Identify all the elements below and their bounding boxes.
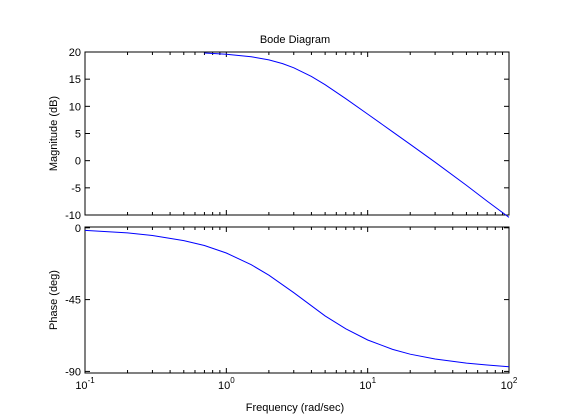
magnitude-panel: 20 15 10 5 0 -5 -10 Magnitude (dB) <box>48 47 510 222</box>
phase-axes-box <box>84 226 510 374</box>
magnitude-ytick-label: 5 <box>75 129 81 141</box>
x-axis-label: Frequency (rad/sec) <box>246 402 344 414</box>
x-tick-label: 102 <box>501 376 518 392</box>
phase-ytick-label: 0 <box>75 223 81 235</box>
phase-y-label: Phase (deg) <box>48 270 60 330</box>
phase-curve <box>84 229 510 368</box>
x-tick-base: 10 <box>501 380 513 392</box>
magnitude-y-ticks: 20 15 10 5 0 -5 -10 <box>65 47 509 222</box>
x-tick-exponent: -1 <box>88 376 96 385</box>
x-tick-base: 10 <box>359 380 371 392</box>
magnitude-ytick-label: 15 <box>69 74 81 86</box>
magnitude-ytick-label: -5 <box>71 183 81 195</box>
phase-panel: 0 -45 -90 Phase (deg) <box>48 223 510 378</box>
phase-y-ticks: 0 -45 -90 <box>65 223 509 378</box>
x-tick-exponent: 0 <box>230 376 235 385</box>
magnitude-ytick-label: -10 <box>65 210 81 222</box>
phase-ytick-label: -45 <box>65 295 81 307</box>
chart-title: Bode Diagram <box>260 34 330 46</box>
magnitude-ytick-label: 0 <box>75 156 81 168</box>
phase-ytick-label: -90 <box>65 366 81 378</box>
phase-x-ticks <box>84 227 504 373</box>
x-tick-label: 10-1 <box>75 376 95 392</box>
magnitude-axes-box <box>84 51 510 216</box>
x-tick-exponent: 1 <box>372 376 377 385</box>
magnitude-ytick-label: 10 <box>69 101 81 113</box>
x-tick-label: 101 <box>359 376 376 392</box>
magnitude-y-label: Magnitude (dB) <box>48 96 60 171</box>
x-tick-labels: 10-1 100 101 102 <box>75 376 518 392</box>
magnitude-curve <box>204 52 510 218</box>
x-tick-base: 10 <box>75 380 87 392</box>
x-tick-exponent: 2 <box>513 376 518 385</box>
magnitude-ytick-label: 20 <box>69 47 81 59</box>
x-tick-label: 100 <box>218 376 235 392</box>
x-tick-base: 10 <box>218 380 230 392</box>
